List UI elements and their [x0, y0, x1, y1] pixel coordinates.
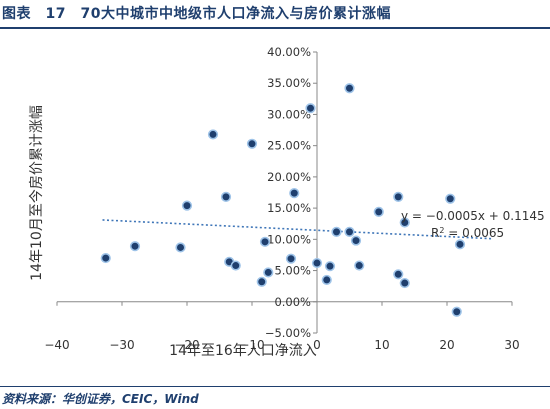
y-tick-label: 5.00%	[274, 264, 311, 278]
data-point	[181, 200, 193, 211]
x-tick-label: −20	[174, 338, 199, 352]
data-point	[285, 253, 297, 264]
data-point	[399, 277, 410, 289]
data-point	[451, 306, 462, 317]
x-tick-label: −30	[109, 338, 134, 352]
trendline-equation: y = −0.0005x + 0.1145	[401, 209, 545, 223]
data-point	[454, 239, 466, 250]
data-point	[246, 138, 258, 149]
data-point	[220, 191, 232, 202]
x-tick-label: 30	[504, 338, 519, 352]
data-point	[289, 188, 300, 199]
data-points	[100, 83, 466, 317]
source-note: 资料来源：华创证券，CEIC，Wind	[2, 392, 199, 406]
data-point	[344, 226, 355, 237]
figure-title: 图表 17 70大中城市中地级市人口净流入与房价累计涨幅	[2, 6, 391, 22]
footer-rule	[0, 386, 550, 387]
data-point	[100, 252, 111, 264]
data-point	[344, 83, 355, 94]
data-point	[259, 236, 271, 247]
data-point	[256, 276, 267, 287]
data-point	[311, 257, 323, 269]
y-axis-label: 14年10月至今房价累计涨幅	[29, 105, 45, 281]
axes: −40 −30 −20 −10 0 10 20 30 −5.00% 0.00% 5.00% 10.00…	[44, 45, 519, 352]
trendline-group	[102, 219, 493, 240]
data-point	[230, 260, 241, 271]
data-point	[350, 235, 362, 246]
y-tick-label: 15.00%	[267, 201, 311, 215]
y-tick-label: 25.00%	[267, 139, 311, 153]
y-tick-label: 35.00%	[267, 76, 311, 90]
y-tick-label: 30.00%	[267, 107, 311, 121]
x-tick-label: −40	[44, 338, 69, 352]
trendline	[102, 219, 493, 240]
chart-labels: y = −0.0005x + 0.1145 R2 = 0.0065 14年至16年人…	[29, 105, 545, 359]
data-point	[324, 261, 336, 272]
x-tick-label: 10	[374, 338, 389, 352]
data-point	[321, 274, 332, 286]
x-tick-label: 0	[313, 338, 321, 352]
r-squared-label: R2 = 0.0065	[431, 226, 504, 241]
x-tick-label: −10	[239, 338, 264, 352]
x-axis-label: 14年至16年人口净流入	[169, 343, 317, 359]
data-point	[263, 267, 274, 278]
y-tick-label: 40.00%	[267, 45, 311, 59]
data-point	[305, 103, 316, 114]
header-rule	[0, 27, 550, 29]
data-point	[393, 269, 404, 280]
scatter-chart: −40 −30 −20 −10 0 10 20 30 −5.00% 0.00% 5.00% 10.00…	[29, 45, 545, 359]
data-point	[399, 217, 410, 228]
data-point	[331, 226, 342, 237]
header: 图表 17 70大中城市中地级市人口净流入与房价累计涨幅	[0, 0, 550, 29]
data-point	[175, 242, 186, 253]
y-tick-label: 20.00%	[267, 170, 311, 184]
data-point	[207, 129, 219, 140]
x-tick-label: 20	[439, 338, 454, 352]
y-tick-label: 0.00%	[274, 295, 311, 309]
data-point	[354, 260, 365, 271]
data-point	[445, 193, 456, 204]
data-point	[393, 191, 404, 202]
data-point	[129, 241, 141, 252]
y-tick-label: 10.00%	[267, 232, 311, 246]
data-point	[373, 206, 384, 217]
y-tick-label: −5.00%	[265, 326, 311, 340]
